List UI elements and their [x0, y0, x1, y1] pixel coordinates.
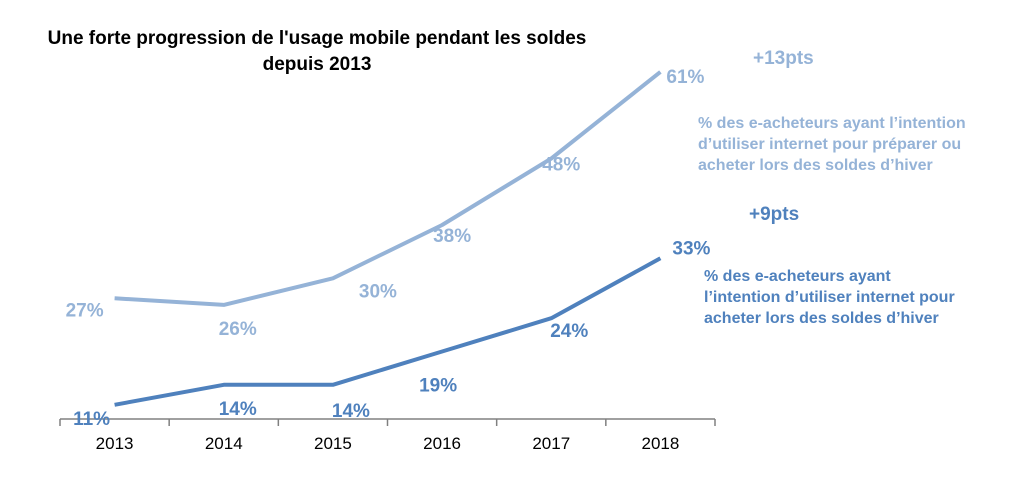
x-tick-label: 2017	[532, 434, 570, 453]
plot-area: 2013 2014 2015 2016 2017 2018 27% 26% 30% 38% 48% 6…	[59, 48, 966, 453]
series-legend-line: acheter lors des soldes d’hiver	[698, 157, 933, 174]
data-label: 19%	[419, 376, 457, 397]
data-label: 48%	[542, 154, 580, 175]
series-legend-line: d’utiliser internet pour préparer ou	[698, 136, 961, 153]
data-label: 14%	[332, 401, 370, 422]
x-tick-label: 2014	[205, 434, 243, 453]
data-label: 26%	[219, 319, 257, 340]
data-label: 11%	[73, 409, 110, 430]
delta-label: +9pts	[749, 204, 799, 225]
chart-title-line-1: Une forte progression de l'usage mobile …	[48, 28, 587, 49]
x-tick-label: 2016	[423, 434, 461, 453]
series-legend-line: acheter lors des soldes d’hiver	[704, 310, 939, 327]
series-legend-line: l’intention d’utiliser internet pour	[704, 289, 955, 306]
series-line-1	[114, 70, 662, 307]
delta-label: +13pts	[753, 48, 814, 69]
x-tick-label: 2018	[642, 434, 680, 453]
series-legend-line: % des e-acheteurs ayant	[704, 268, 891, 285]
series-line-2	[114, 256, 662, 407]
series-legend-line: % des e-acheteurs ayant l’intention	[698, 115, 966, 132]
data-label: 14%	[219, 399, 257, 420]
data-label: 27%	[66, 300, 104, 321]
data-label: 33%	[672, 238, 710, 259]
data-label: 61%	[666, 67, 704, 88]
x-tick-label: 2015	[314, 434, 352, 453]
x-tick-label: 2013	[96, 434, 134, 453]
data-label: 30%	[359, 281, 397, 302]
data-label: 38%	[433, 226, 471, 247]
chart-title-line-2: depuis 2013	[263, 54, 372, 75]
data-label: 24%	[550, 321, 588, 342]
